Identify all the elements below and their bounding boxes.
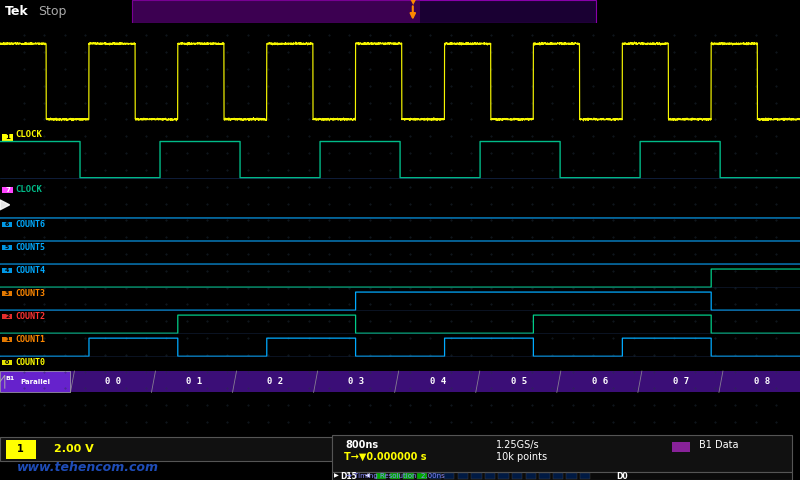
Text: COUNT1: COUNT1 bbox=[15, 336, 45, 344]
Text: www.tehencom.com: www.tehencom.com bbox=[17, 461, 158, 474]
Text: 800ns: 800ns bbox=[346, 440, 378, 450]
Text: ▼: ▼ bbox=[410, 0, 416, 6]
Text: 5: 5 bbox=[5, 245, 10, 250]
Text: 0: 0 bbox=[5, 360, 10, 365]
Text: 7: 7 bbox=[5, 188, 10, 193]
Text: 0 3: 0 3 bbox=[349, 377, 365, 386]
Text: 0 2: 0 2 bbox=[267, 377, 283, 386]
Bar bbox=[332, 472, 792, 480]
Text: 2: 2 bbox=[5, 314, 10, 319]
Text: Tek: Tek bbox=[5, 5, 29, 18]
Text: B1 Data: B1 Data bbox=[699, 440, 738, 450]
Text: COUNT5: COUNT5 bbox=[15, 243, 45, 252]
Text: 2.00 V: 2.00 V bbox=[54, 444, 94, 455]
Bar bbox=[0, 437, 332, 461]
Text: COUNT4: COUNT4 bbox=[15, 266, 45, 275]
Text: 0 7: 0 7 bbox=[673, 377, 689, 386]
Text: 0 0: 0 0 bbox=[106, 377, 122, 386]
Text: COUNT3: COUNT3 bbox=[15, 289, 45, 298]
Bar bbox=[2, 268, 12, 273]
Bar bbox=[430, 473, 441, 479]
Bar bbox=[332, 435, 792, 472]
Bar bbox=[6, 440, 36, 458]
Text: COUNT2: COUNT2 bbox=[15, 312, 45, 321]
Bar bbox=[0, 371, 70, 393]
Text: COUNT6: COUNT6 bbox=[15, 220, 45, 229]
Bar bbox=[444, 473, 454, 479]
Bar bbox=[2, 337, 12, 342]
Bar bbox=[672, 442, 690, 452]
Text: CLOCK: CLOCK bbox=[15, 131, 42, 139]
Text: 1: 1 bbox=[5, 337, 10, 342]
Bar bbox=[498, 473, 509, 479]
Bar bbox=[390, 473, 400, 479]
Bar bbox=[2, 222, 12, 227]
Text: B1: B1 bbox=[5, 376, 14, 381]
Text: CLOCK: CLOCK bbox=[15, 185, 42, 194]
Bar bbox=[458, 473, 468, 479]
Text: Parallel: Parallel bbox=[20, 379, 50, 385]
Bar bbox=[132, 0, 420, 23]
Bar bbox=[132, 0, 596, 23]
Text: 1.25GS/s: 1.25GS/s bbox=[496, 440, 540, 450]
Text: 6: 6 bbox=[5, 222, 10, 227]
Text: Stop: Stop bbox=[38, 5, 66, 18]
Text: 0 1: 0 1 bbox=[186, 377, 202, 386]
Bar bbox=[526, 473, 536, 479]
Bar bbox=[2, 291, 12, 296]
Text: 0 5: 0 5 bbox=[510, 377, 526, 386]
Bar bbox=[471, 473, 482, 479]
Text: ▶: ▶ bbox=[334, 474, 339, 479]
Text: 10k points: 10k points bbox=[496, 452, 547, 462]
Text: 0 6: 0 6 bbox=[592, 377, 608, 386]
Text: 1: 1 bbox=[5, 134, 10, 140]
Text: 0 8: 0 8 bbox=[754, 377, 770, 386]
Bar bbox=[2, 134, 13, 141]
Bar bbox=[2, 314, 12, 319]
Text: T→▼0.000000 s: T→▼0.000000 s bbox=[344, 452, 426, 462]
Polygon shape bbox=[0, 200, 10, 210]
Bar bbox=[0, 371, 800, 393]
Text: D0: D0 bbox=[616, 471, 628, 480]
Bar bbox=[566, 473, 577, 479]
Text: 3: 3 bbox=[5, 291, 10, 296]
Bar bbox=[403, 473, 414, 479]
Bar bbox=[417, 473, 427, 479]
Text: 4: 4 bbox=[5, 268, 10, 273]
Text: 1: 1 bbox=[18, 444, 24, 455]
Bar bbox=[485, 473, 495, 479]
Bar bbox=[376, 473, 386, 479]
Bar bbox=[2, 187, 13, 193]
Bar bbox=[512, 473, 522, 479]
Text: ◀: ◀ bbox=[365, 474, 370, 479]
Bar bbox=[2, 360, 12, 365]
Text: COUNT0: COUNT0 bbox=[15, 359, 45, 367]
Text: → Timing Resolution  2.00ns: → Timing Resolution 2.00ns bbox=[346, 473, 444, 479]
Bar bbox=[539, 473, 550, 479]
Bar bbox=[2, 245, 12, 250]
Bar bbox=[553, 473, 563, 479]
Text: 0 4: 0 4 bbox=[430, 377, 446, 386]
Bar bbox=[580, 473, 590, 479]
Text: D15: D15 bbox=[340, 471, 357, 480]
